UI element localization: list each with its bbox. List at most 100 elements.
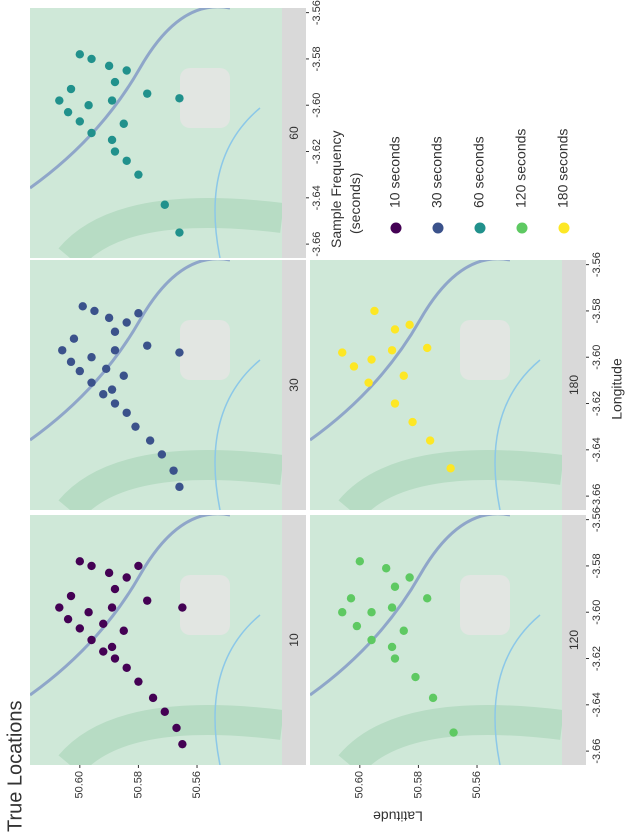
point xyxy=(161,708,169,716)
point xyxy=(391,399,399,407)
y-tick-label: 50.56 xyxy=(471,771,483,799)
point xyxy=(146,436,154,444)
point xyxy=(423,344,431,352)
page: True Locations Latitude Longitude 1050.6… xyxy=(0,0,628,836)
legend-swatch xyxy=(391,223,402,234)
point xyxy=(67,358,75,366)
point xyxy=(388,643,396,651)
point xyxy=(76,367,84,375)
legend-swatch xyxy=(517,223,528,234)
point xyxy=(105,62,113,70)
point xyxy=(122,66,130,74)
point xyxy=(175,483,183,491)
point xyxy=(87,129,95,137)
point xyxy=(178,603,186,611)
panel xyxy=(310,259,562,510)
point xyxy=(446,464,454,472)
point xyxy=(111,328,119,336)
chart-title: True Locations xyxy=(4,700,26,832)
y-axis-label: Latitude xyxy=(373,808,423,824)
point xyxy=(64,108,72,116)
point xyxy=(122,318,130,326)
legend-label: 120 seconds xyxy=(513,129,529,208)
map-urban xyxy=(180,320,230,380)
point xyxy=(391,325,399,333)
point xyxy=(87,55,95,63)
point xyxy=(120,627,128,635)
point xyxy=(364,378,372,386)
point xyxy=(87,562,95,570)
point xyxy=(76,50,84,58)
point xyxy=(367,608,375,616)
point xyxy=(87,353,95,361)
map-urban xyxy=(460,320,510,380)
point xyxy=(108,643,116,651)
point xyxy=(158,450,166,458)
x-tick-label: -3.58 xyxy=(591,298,603,323)
point xyxy=(367,636,375,644)
legend-swatch xyxy=(475,223,486,234)
point xyxy=(87,636,95,644)
legend-title: Sample Frequency(seconds) xyxy=(328,130,363,248)
point xyxy=(122,573,130,581)
point xyxy=(58,346,66,354)
point xyxy=(391,583,399,591)
point xyxy=(388,346,396,354)
point xyxy=(356,557,364,565)
x-tick-label: -3.64 xyxy=(591,692,603,717)
point xyxy=(122,157,130,165)
rotated-figure: True Locations Latitude Longitude 1050.6… xyxy=(0,0,628,836)
point xyxy=(102,365,110,373)
point xyxy=(120,120,128,128)
point xyxy=(161,201,169,209)
point xyxy=(134,677,142,685)
point xyxy=(108,385,116,393)
point xyxy=(70,335,78,343)
point xyxy=(429,694,437,702)
point xyxy=(99,647,107,655)
point xyxy=(79,302,87,310)
point xyxy=(178,740,186,748)
x-tick-label: -3.66 xyxy=(591,484,603,509)
point xyxy=(143,89,151,97)
point xyxy=(370,307,378,315)
point xyxy=(400,372,408,380)
point xyxy=(120,372,128,380)
legend-label: 30 seconds xyxy=(429,136,445,208)
point xyxy=(408,418,416,426)
x-tick-label: -3.56 xyxy=(311,0,323,25)
point xyxy=(367,355,375,363)
point xyxy=(131,422,139,430)
point xyxy=(108,96,116,104)
point xyxy=(175,348,183,356)
x-tick-label: -3.66 xyxy=(591,739,603,764)
point xyxy=(55,96,63,104)
point xyxy=(134,562,142,570)
y-tick-label: 50.56 xyxy=(191,771,203,799)
point xyxy=(76,624,84,632)
point xyxy=(111,78,119,86)
point xyxy=(111,399,119,407)
point xyxy=(76,557,84,565)
x-tick-label: -3.58 xyxy=(591,553,603,578)
point xyxy=(143,596,151,604)
point xyxy=(338,348,346,356)
map-urban xyxy=(180,68,230,128)
point xyxy=(90,307,98,315)
x-tick-label: -3.62 xyxy=(591,646,603,671)
chart: True Locations Latitude Longitude 1050.6… xyxy=(0,0,628,836)
point xyxy=(388,603,396,611)
point xyxy=(108,603,116,611)
x-tick-label: -3.56 xyxy=(591,252,603,277)
point xyxy=(55,603,63,611)
legend-title-line: Sample Frequency xyxy=(328,130,344,248)
x-tick-label: -3.58 xyxy=(311,46,323,71)
point xyxy=(67,85,75,93)
y-tick-label: 50.60 xyxy=(74,771,86,799)
map-urban xyxy=(460,575,510,635)
point xyxy=(76,117,84,125)
facet-label: 120 xyxy=(567,630,581,650)
x-tick-label: -3.62 xyxy=(311,139,323,164)
point xyxy=(169,466,177,474)
point xyxy=(122,664,130,672)
